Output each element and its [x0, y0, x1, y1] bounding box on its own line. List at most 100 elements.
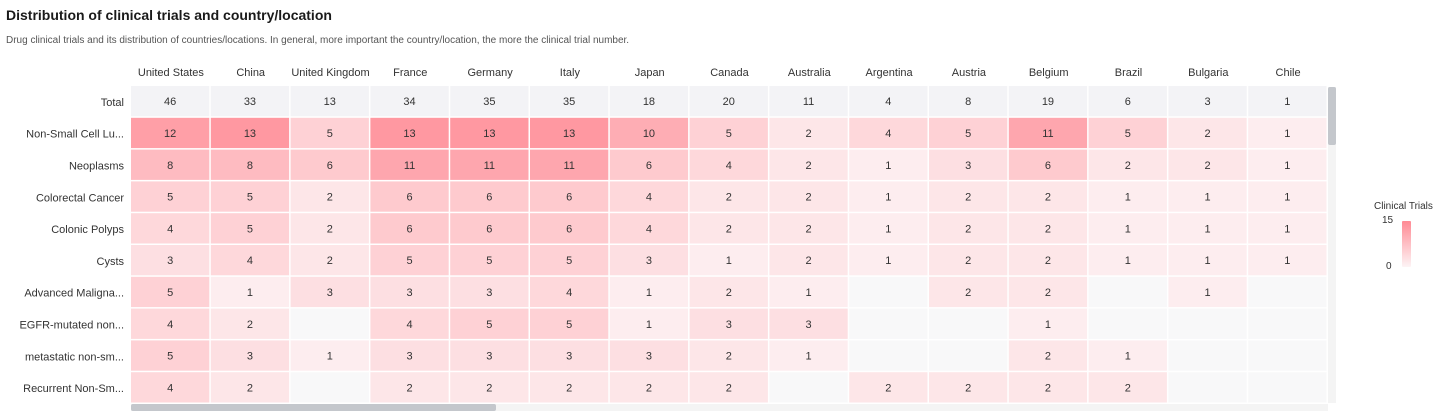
- cell-value-label: 5: [566, 255, 572, 267]
- cell-value-label: 3: [327, 287, 333, 299]
- cell-value-label: 3: [566, 351, 572, 363]
- cell-value-label: 6: [327, 160, 333, 172]
- cell-value-label: 2: [805, 255, 811, 267]
- cell-value-label: 5: [726, 128, 732, 140]
- cell-value-label: 1: [646, 287, 652, 299]
- heatmap-cell[interactable]: [1089, 309, 1167, 339]
- column-header: Australia: [788, 67, 832, 79]
- cell-value-label: 2: [566, 382, 572, 394]
- cell-value-label: 2: [965, 382, 971, 394]
- legend-title: Clinical Trials: [1374, 201, 1433, 212]
- cell-value-label: 1: [805, 351, 811, 363]
- heatmap-cell[interactable]: [929, 309, 1007, 339]
- cell-value-label: 3: [406, 287, 412, 299]
- cell-value-label: 6: [566, 223, 572, 235]
- cell-value-label: 2: [1125, 382, 1131, 394]
- cell-value-label: 2: [805, 160, 811, 172]
- cell-value-label: 10: [643, 128, 655, 140]
- heatmap-cell[interactable]: [291, 309, 369, 339]
- cell-value-label: 2: [646, 382, 652, 394]
- cell-value-label: 2: [805, 192, 811, 204]
- cell-value-label: 2: [805, 128, 811, 140]
- cell-value-label: 6: [406, 223, 412, 235]
- cell-value-label: 1: [1125, 192, 1131, 204]
- column-header: Canada: [710, 67, 749, 79]
- heatmap-cell[interactable]: [769, 372, 847, 402]
- cell-value-label: 1: [1204, 255, 1210, 267]
- cell-value-label: 3: [646, 351, 652, 363]
- heatmap-cell[interactable]: [1168, 309, 1246, 339]
- cell-value-label: 1: [1284, 255, 1290, 267]
- cell-value-label: 6: [1125, 96, 1131, 108]
- heatmap-cell[interactable]: [1089, 277, 1167, 307]
- heatmap-cell[interactable]: [849, 277, 927, 307]
- heatmap-cell[interactable]: [1168, 340, 1246, 370]
- cell-value-label: 6: [566, 192, 572, 204]
- cell-value-label: 13: [324, 96, 336, 108]
- cell-value-label: 2: [805, 223, 811, 235]
- heatmap-cell[interactable]: [1248, 277, 1326, 307]
- cell-value-label: 1: [1125, 351, 1131, 363]
- column-header: Brazil: [1115, 67, 1143, 79]
- cell-value-label: 3: [726, 319, 732, 331]
- cell-value-label: 2: [327, 223, 333, 235]
- cell-value-label: 3: [1204, 96, 1210, 108]
- cell-value-label: 6: [486, 192, 492, 204]
- cell-value-label: 19: [1042, 96, 1054, 108]
- cell-value-label: 11: [1042, 128, 1053, 140]
- heatmap-cell[interactable]: [849, 340, 927, 370]
- cell-value-label: 11: [563, 160, 574, 172]
- cell-value-label: 5: [167, 287, 173, 299]
- cell-value-label: 1: [1045, 319, 1051, 331]
- column-header: Austria: [952, 67, 987, 79]
- cell-value-label: 18: [643, 96, 655, 108]
- cell-value-label: 5: [486, 255, 492, 267]
- cell-value-label: 1: [1204, 223, 1210, 235]
- column-header: Belgium: [1029, 67, 1069, 79]
- row-label: Colorectal Cancer: [36, 192, 124, 204]
- cell-value-label: 5: [167, 351, 173, 363]
- cell-value-label: 12: [164, 128, 176, 140]
- horizontal-scrollbar-thumb[interactable]: [131, 404, 496, 411]
- heatmap-cell[interactable]: [1168, 372, 1246, 402]
- cell-value-label: 4: [566, 287, 572, 299]
- cell-value-label: 8: [247, 160, 253, 172]
- cell-value-label: 2: [1045, 382, 1051, 394]
- cell-value-label: 2: [1125, 160, 1131, 172]
- cell-value-label: 2: [406, 382, 412, 394]
- vertical-scrollbar-thumb[interactable]: [1328, 87, 1336, 145]
- cell-value-label: 6: [486, 223, 492, 235]
- cell-value-label: 4: [167, 223, 173, 235]
- row-label: Total: [101, 97, 124, 109]
- heatmap-cell[interactable]: [929, 340, 1007, 370]
- cell-value-label: 2: [1204, 160, 1210, 172]
- cell-value-label: 2: [726, 351, 732, 363]
- cell-value-label: 1: [646, 319, 652, 331]
- cell-value-label: 2: [486, 382, 492, 394]
- cell-value-label: 2: [247, 319, 253, 331]
- cell-value-label: 13: [563, 128, 575, 140]
- cell-value-label: 4: [885, 128, 891, 140]
- heatmap-cell[interactable]: [1248, 340, 1326, 370]
- heatmap-cell[interactable]: [1248, 372, 1326, 402]
- cell-value-label: 8: [167, 160, 173, 172]
- cell-value-label: 1: [1284, 192, 1290, 204]
- cell-value-label: 11: [803, 96, 814, 108]
- column-header: Japan: [635, 67, 665, 79]
- cell-value-label: 4: [726, 160, 732, 172]
- cell-value-label: 5: [566, 319, 572, 331]
- cell-value-label: 2: [885, 382, 891, 394]
- cell-value-label: 5: [247, 192, 253, 204]
- heatmap-cell[interactable]: [1248, 309, 1326, 339]
- cell-value-label: 1: [885, 192, 891, 204]
- row-label: Neoplasms: [69, 161, 125, 173]
- heatmap-cell[interactable]: [291, 372, 369, 402]
- column-header: China: [236, 67, 266, 79]
- cell-value-label: 5: [965, 128, 971, 140]
- heatmap-cell[interactable]: [849, 309, 927, 339]
- cell-value-label: 2: [726, 192, 732, 204]
- cell-value-label: 2: [327, 255, 333, 267]
- cell-value-label: 1: [1204, 287, 1210, 299]
- cell-value-label: 5: [486, 319, 492, 331]
